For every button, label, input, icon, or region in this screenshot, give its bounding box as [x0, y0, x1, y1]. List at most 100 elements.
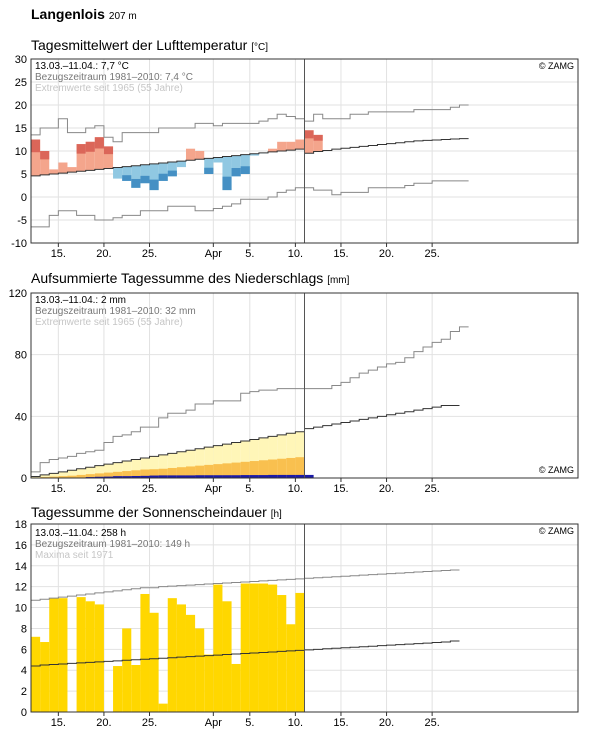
- sunshine-ytick-label-1: 2: [21, 686, 27, 698]
- precipitation-xtick-label-7: 20.: [379, 483, 394, 495]
- sunshine-bar-16: [177, 604, 186, 712]
- sunshine-bar-2: [49, 598, 58, 712]
- sunshine-copyright: © ZAMG: [539, 526, 574, 536]
- temperature-warm-extreme-8: [104, 146, 113, 154]
- temperature-warm-extreme-1: [40, 151, 49, 159]
- precipitation-inner-band-29: [295, 457, 304, 478]
- sunshine-bar-25: [259, 584, 268, 712]
- temperature-unit: [°C]: [251, 42, 268, 53]
- sunshine-ytick-label-0: 0: [21, 707, 27, 719]
- precipitation-ytick-label-3: 120: [9, 288, 27, 300]
- temperature-warm-extreme-5: [77, 144, 86, 153]
- sunshine-xtick-label-3: Apr: [205, 717, 222, 729]
- sunshine-bar-10: [122, 628, 131, 712]
- precipitation-xtick-label-1: 20.: [96, 483, 111, 495]
- temperature-info-1: Bezugszeitraum 1981–2010: 7,4 °C: [35, 72, 193, 83]
- sunshine-ytick-label-6: 12: [15, 582, 27, 594]
- precipitation-ytick-label-1: 40: [15, 411, 27, 423]
- temperature-ytick-label-6: 20: [15, 100, 27, 112]
- sunshine-bar-5: [77, 597, 86, 712]
- sunshine-info-2: Maxima seit 1971: [35, 550, 114, 561]
- sunshine-bar-6: [86, 601, 95, 712]
- sunshine-bar-17: [186, 615, 195, 712]
- sunshine-bar-13: [150, 613, 159, 712]
- sunshine-info-0: 13.03.–11.04.: 258 h: [35, 528, 126, 539]
- sunshine-bar-28: [286, 624, 295, 712]
- precipitation-copyright: © ZAMG: [539, 465, 574, 475]
- temperature-xtick-label-5: 10.: [288, 248, 303, 260]
- sunshine-xtick-label-5: 10.: [288, 717, 303, 729]
- sunshine-ytick-label-8: 16: [15, 540, 27, 552]
- sunshine-xtick-label-2: 25.: [142, 717, 157, 729]
- temperature-bar-18: [195, 151, 204, 159]
- temperature-bar-9: [113, 168, 122, 179]
- precipitation-unit: [mm]: [327, 275, 349, 286]
- precipitation-ytick-label-0: 0: [21, 473, 27, 485]
- precipitation-xtick-label-2: 25.: [142, 483, 157, 495]
- precipitation-chart-title: Aufsummierte Tagessumme des Niederschlag…: [31, 270, 349, 286]
- temperature-xtick-label-3: Apr: [205, 248, 222, 260]
- sunshine-bar-18: [195, 628, 204, 712]
- sunshine-xtick-label-8: 25.: [424, 717, 439, 729]
- sunshine-bar-27: [277, 595, 286, 712]
- sunshine-bar-21: [222, 601, 231, 712]
- sunshine-bar-23: [241, 584, 250, 712]
- precipitation-xtick-label-3: Apr: [205, 483, 222, 495]
- temperature-warm-extreme-6: [86, 142, 95, 152]
- temperature-warm-extreme-30: [305, 130, 314, 138]
- temperature-title-text: Tagesmittelwert der Lufttemperatur: [31, 37, 247, 53]
- temperature-bar-16: [177, 161, 186, 167]
- temperature-copyright: © ZAMG: [539, 61, 574, 71]
- temperature-chart-title: Tagesmittelwert der Lufttemperatur [°C]: [31, 37, 268, 53]
- station-altitude: 207 m: [109, 11, 137, 22]
- sunshine-ytick-label-2: 4: [21, 665, 27, 677]
- precipitation-xtick-label-0: 15.: [51, 483, 66, 495]
- temperature-cold-extreme-11: [131, 179, 140, 188]
- temperature-ytick-label-5: 15: [15, 123, 27, 135]
- sunshine-bar-29: [295, 593, 304, 712]
- sunshine-xtick-label-0: 15.: [51, 717, 66, 729]
- temperature-cold-extreme-12: [140, 176, 149, 183]
- precipitation-xtick-label-4: 5.: [245, 483, 254, 495]
- temperature-bar-2: [49, 169, 58, 174]
- temperature-cold-extreme-22: [232, 168, 241, 176]
- precipitation-xtick-label-6: 15.: [333, 483, 348, 495]
- precipitation-info-2: Extremwerte seit 1965 (55 Jahre): [35, 317, 183, 328]
- temperature-cold-extreme-10: [122, 175, 131, 181]
- sunshine-bar-3: [58, 598, 67, 712]
- temperature-ytick-label-1: -5: [17, 215, 27, 227]
- temperature-bar-29: [295, 140, 304, 150]
- temperature-cold-extreme-23: [241, 166, 250, 174]
- temperature-ytick-label-0: -10: [11, 238, 27, 250]
- sunshine-bar-0: [31, 637, 40, 712]
- temperature-ytick-label-8: 30: [15, 54, 27, 66]
- temperature-xtick-label-8: 25.: [424, 248, 439, 260]
- precipitation-xtick-label-5: 10.: [288, 483, 303, 495]
- sunshine-unit: [h]: [271, 509, 282, 520]
- sunshine-bar-7: [95, 604, 104, 712]
- sunshine-chart-title: Tagessumme der Sonnenscheindauer [h]: [31, 504, 282, 520]
- sunshine-bar-20: [213, 585, 222, 712]
- temperature-warm-extreme-31: [314, 135, 323, 141]
- sunshine-bar-11: [131, 665, 140, 712]
- sunshine-bar-14: [159, 704, 168, 712]
- temperature-bar-28: [286, 142, 295, 150]
- temperature-cold-extreme-21: [222, 177, 231, 190]
- precipitation-title-text: Aufsummierte Tagessumme des Niederschlag…: [31, 270, 323, 286]
- sunshine-ytick-label-5: 10: [15, 603, 27, 615]
- temperature-warm-extreme-7: [95, 137, 104, 148]
- sunshine-bar-1: [40, 642, 49, 712]
- sunshine-bar-15: [168, 598, 177, 712]
- temperature-bar-4: [67, 167, 76, 172]
- temperature-cold-extreme-14: [159, 174, 168, 181]
- temperature-xtick-label-7: 20.: [379, 248, 394, 260]
- temperature-bar-3: [58, 163, 67, 174]
- sunshine-xtick-label-4: 5.: [245, 717, 254, 729]
- temperature-ytick-label-4: 10: [15, 146, 27, 158]
- temperature-xtick-label-2: 25.: [142, 248, 157, 260]
- temperature-info-0: 13.03.–11.04.: 7,7 °C: [35, 61, 129, 72]
